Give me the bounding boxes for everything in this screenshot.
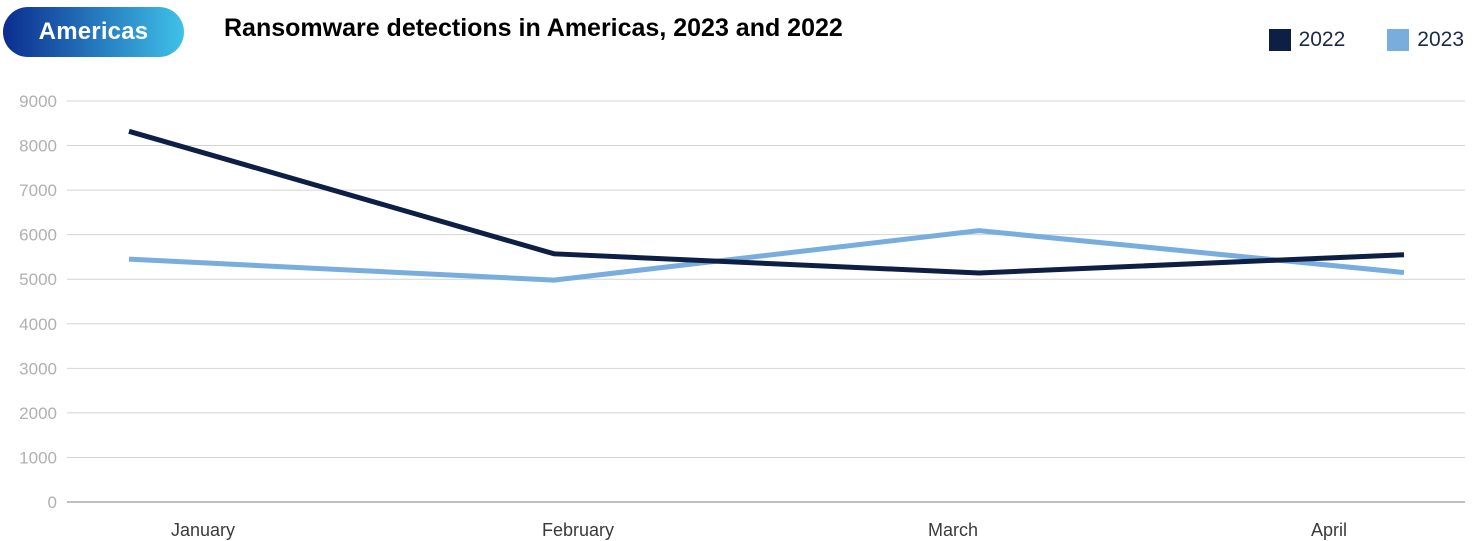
legend-item-2023: 2023 [1387,28,1464,52]
y-tick-label: 7000 [19,181,57,200]
y-tick-label: 8000 [19,137,57,156]
series-line-2023 [128,228,1405,283]
y-tick-label: 1000 [19,448,57,467]
chart-title: Ransomware detections in Americas, 2023 … [224,14,843,42]
chart-legend: 2022 2023 [1268,28,1464,52]
legend-label-2023: 2023 [1417,28,1464,51]
region-badge-label: Americas [38,18,149,45]
series-line-2022 [128,128,1405,276]
region-badge: Americas [3,7,184,57]
y-tick-label: 6000 [19,226,57,245]
y-tick-label: 2000 [19,404,57,423]
y-tick-label: 3000 [19,359,57,378]
x-tick-label: April [1311,520,1347,540]
y-tick-label: 4000 [19,315,57,334]
legend-item-2022: 2022 [1268,28,1346,52]
legend-label-2022: 2022 [1298,28,1346,51]
legend-swatch-2022 [1268,29,1291,51]
y-tick-label: 5000 [19,270,57,289]
legend-swatch-2023 [1387,29,1410,51]
x-tick-label: January [171,520,235,540]
x-tick-label: February [542,520,614,540]
y-tick-label: 0 [48,493,57,512]
x-tick-label: March [928,520,978,540]
y-tick-label: 9000 [19,92,57,111]
